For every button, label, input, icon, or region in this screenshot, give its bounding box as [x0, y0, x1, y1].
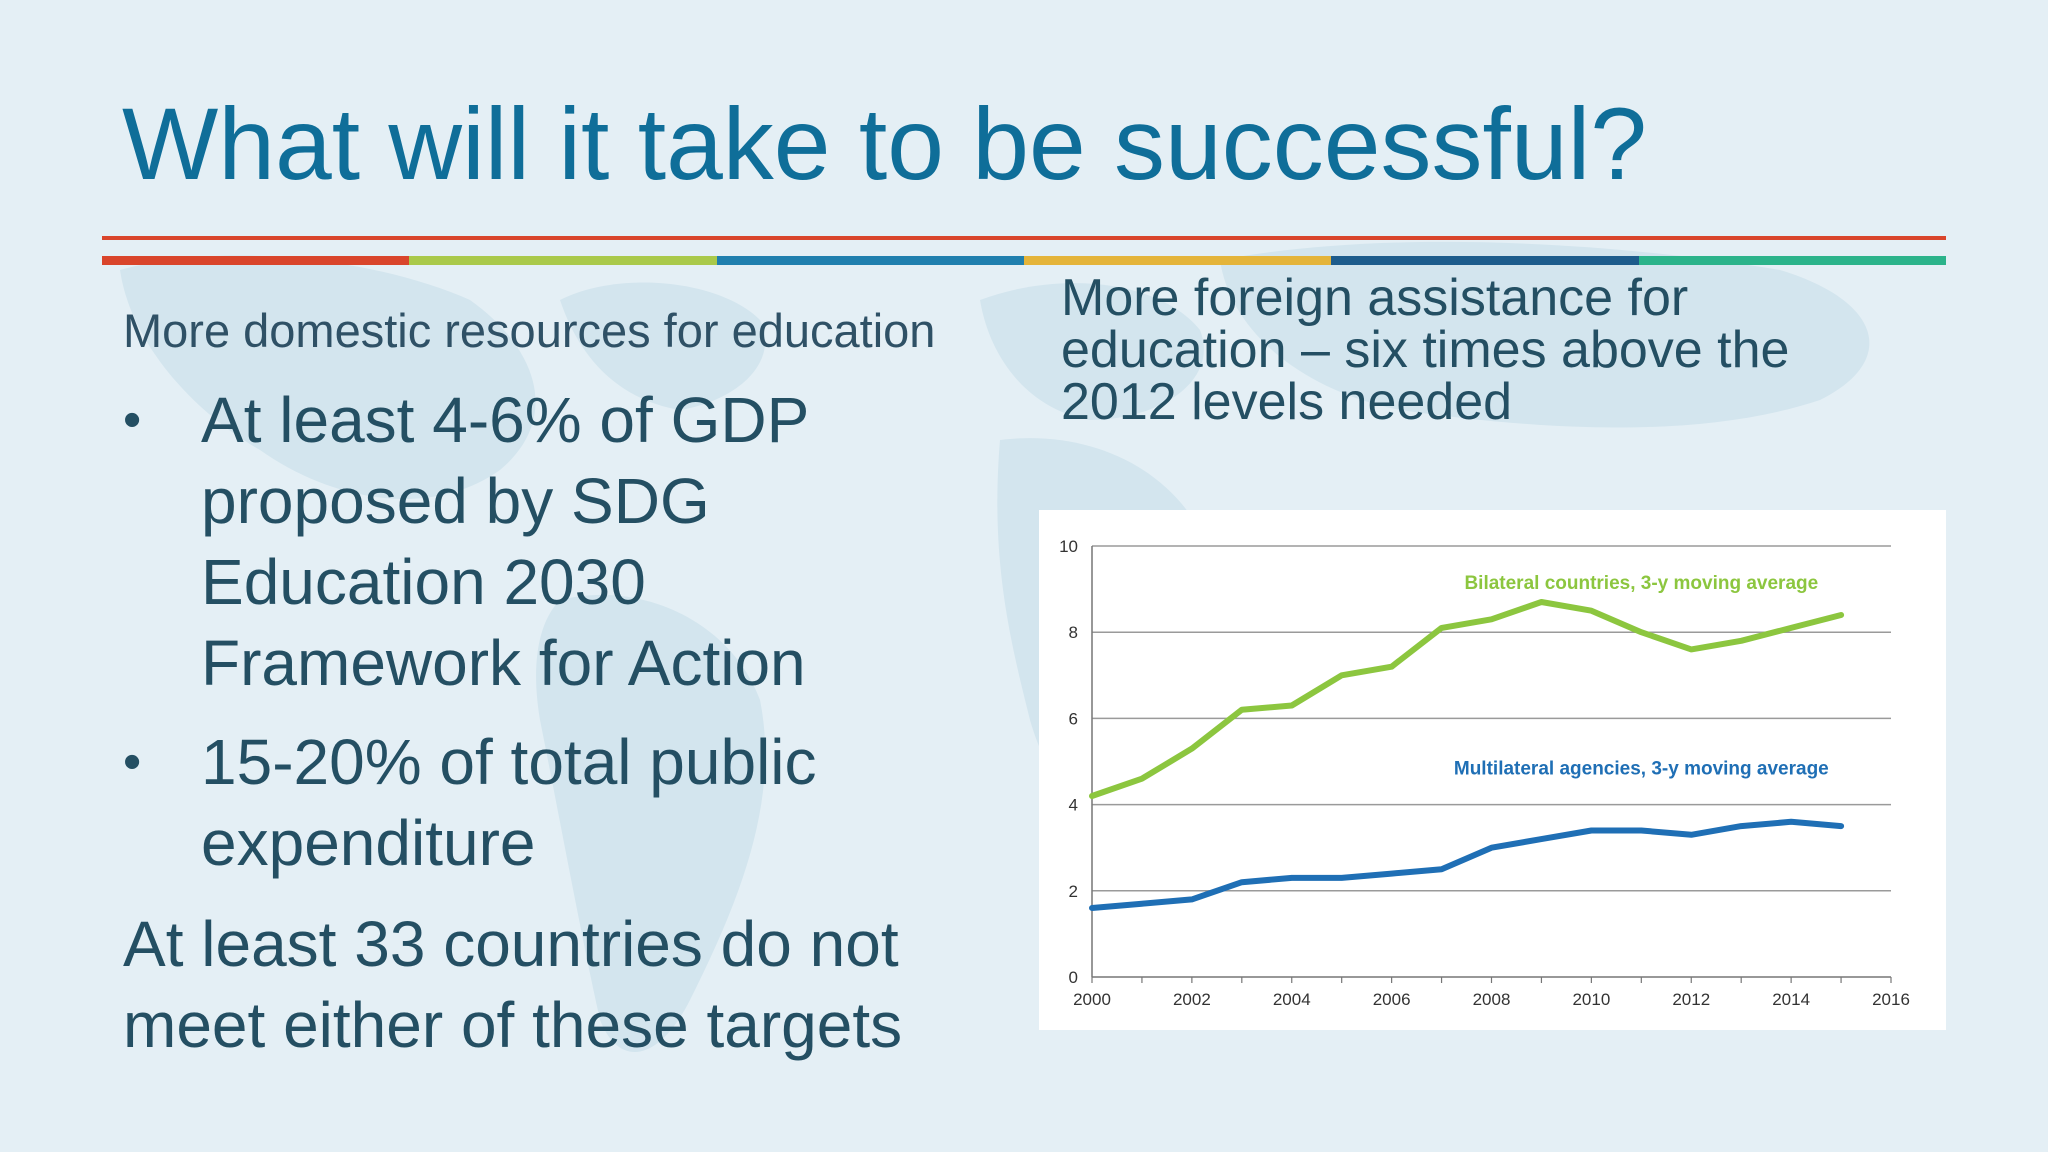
x-tick-label: 2016 [1872, 990, 1910, 1009]
bullet-item-expenditure: • 15-20% of total public expenditure [123, 722, 901, 884]
y-tick-label: 8 [1069, 623, 1078, 642]
y-tick-label: 10 [1059, 537, 1078, 556]
countries-statement: At least 33 countries do not meet either… [123, 908, 903, 1061]
x-tick-label: 2008 [1473, 990, 1511, 1009]
divider-segment-2 [409, 256, 717, 265]
y-tick-label: 0 [1069, 968, 1078, 987]
x-tick-label: 2004 [1273, 990, 1311, 1009]
bullet-list: • At least 4-6% of GDP proposed by SDG E… [123, 380, 901, 902]
foreign-assistance-heading: More foreign assistance for education – … [1061, 269, 1790, 431]
x-tick-label: 2014 [1772, 990, 1810, 1009]
series-label-2: Multilateral agencies, 3-y moving averag… [1454, 758, 1829, 779]
colored-divider-bar [102, 256, 1946, 265]
bullet-text: 15-20% of total public expenditure [201, 726, 817, 879]
divider-segment-3 [716, 256, 1024, 265]
bullet-dot-icon: • [123, 733, 142, 791]
divider-segment-5 [1331, 256, 1639, 265]
x-tick-label: 2000 [1073, 990, 1111, 1009]
x-tick-label: 2010 [1572, 990, 1610, 1009]
series-label-1: Bilateral countries, 3-y moving average [1464, 573, 1818, 594]
series-line-1 [1089, 599, 1845, 799]
x-tick-label: 2012 [1672, 990, 1710, 1009]
aid-line-chart: 0 2 4 6 8 10 2000 2002 2004 2006 2008 2010 2012 2014 2… [1059, 537, 1910, 1009]
bullet-item-gdp: • At least 4-6% of GDP proposed by SDG E… [123, 380, 901, 704]
divider-segment-4 [1023, 256, 1332, 265]
y-tick-label: 6 [1069, 709, 1078, 728]
title-underline-rule [102, 236, 1946, 240]
bullet-dot-icon: • [123, 391, 142, 449]
aid-chart-panel: 0 2 4 6 8 10 2000 2002 2004 2006 2008 2010 2012 2014 2… [1039, 510, 1946, 1030]
divider-segment-6 [1638, 256, 1946, 265]
x-tick-label: 2006 [1373, 990, 1411, 1009]
x-tick-label: 2002 [1173, 990, 1211, 1009]
divider-segment-1 [102, 256, 410, 265]
slide-title: What will it take to be successful? [122, 87, 1647, 201]
y-tick-label: 2 [1069, 882, 1078, 901]
bullet-text: At least 4-6% of GDP proposed by SDG Edu… [201, 384, 809, 699]
y-tick-label: 4 [1069, 796, 1078, 815]
series-line-2 [1089, 818, 1845, 911]
domestic-resources-heading: More domestic resources for education [123, 304, 936, 357]
